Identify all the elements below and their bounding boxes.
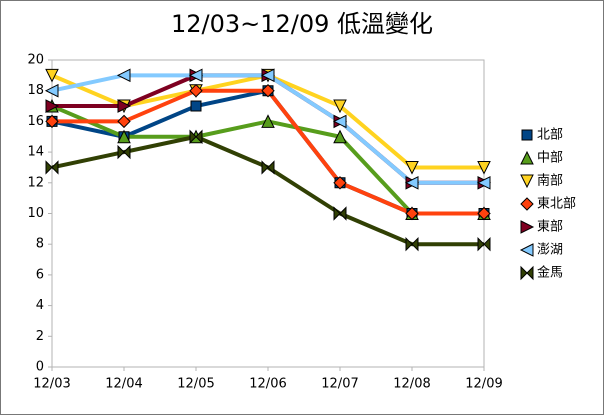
y-tick-label: 18 [27,83,44,98]
y-tick-label: 12 [27,175,44,190]
data-point [333,176,347,190]
legend-label: 中部 [537,151,563,166]
legend-marker [519,243,534,257]
data-point [476,175,491,190]
data-point [404,175,419,190]
y-tick-label: 10 [27,206,44,221]
data-point [117,144,131,160]
legend-label: 澎湖 [537,243,563,258]
legend-marker [521,129,533,141]
data-point [117,99,132,113]
data-point [261,114,275,128]
legend-marker [520,220,535,234]
x-tick-label: 12/08 [393,377,430,392]
x-tick-label: 12/06 [249,377,286,392]
data-point [116,68,131,83]
data-point [45,68,59,83]
data-point [477,236,491,252]
data-point [261,83,275,98]
data-point [45,99,60,113]
legend-label: 東部 [537,219,563,235]
data-point [190,100,202,112]
data-point [333,129,347,144]
y-tick-label: 0 [36,360,44,375]
data-point [45,114,59,129]
chart-title: 12/03~12/09 低溫變化 [171,10,433,38]
x-tick-label: 12/07 [321,377,358,392]
data-point [405,160,419,175]
legend-marker [520,265,534,281]
y-tick-label: 8 [36,237,44,252]
data-point [405,206,419,221]
data-point [189,83,203,98]
legend-marker [520,174,534,189]
data-point [189,129,203,144]
data-point [332,114,347,129]
data-point [405,236,419,252]
y-tick-label: 2 [36,329,44,344]
legend-label: 南部 [537,173,563,189]
y-tick-label: 4 [36,298,44,313]
legend-label: 金馬 [537,265,563,281]
legend-label: 北部 [537,128,563,143]
data-point [333,99,347,114]
data-point [261,160,275,175]
data-point [477,206,491,221]
data-point [477,160,491,175]
y-tick-label: 16 [27,114,44,129]
data-point [188,68,203,83]
data-point [45,160,59,175]
x-tick-label: 12/05 [177,377,214,392]
data-point [117,114,131,129]
legend-marker [520,197,534,211]
data-point [333,206,347,221]
x-tick-label: 12/09 [465,377,502,392]
data-point [260,68,275,83]
data-point [44,83,59,98]
legend-marker [520,150,534,165]
x-tick-label: 12/04 [105,377,142,392]
y-tick-label: 6 [36,267,44,282]
data-point [117,129,131,144]
y-tick-label: 14 [27,145,44,160]
y-tick-label: 20 [27,53,44,68]
legend-label: 東北部 [537,196,576,212]
x-tick-label: 12/03 [33,377,70,392]
